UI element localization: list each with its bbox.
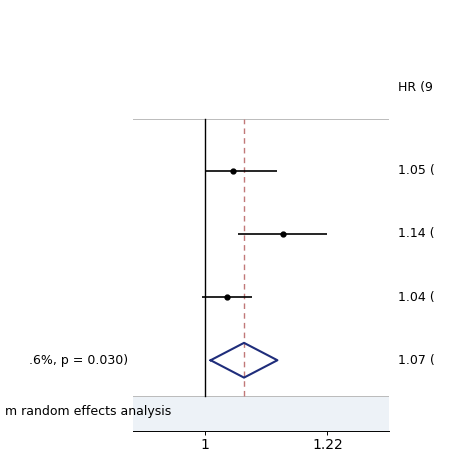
Text: m random effects analysis: m random effects analysis: [5, 405, 171, 418]
Text: 1.14 (: 1.14 (: [398, 228, 435, 240]
Bar: [133, 396, 389, 431]
Text: 1.07 (: 1.07 (: [398, 354, 435, 367]
Text: 1.05 (: 1.05 (: [398, 164, 435, 177]
Text: 1.04 (: 1.04 (: [398, 291, 435, 303]
Text: HR (9: HR (9: [398, 81, 433, 94]
Text: .6%, p = 0.030): .6%, p = 0.030): [29, 354, 128, 367]
